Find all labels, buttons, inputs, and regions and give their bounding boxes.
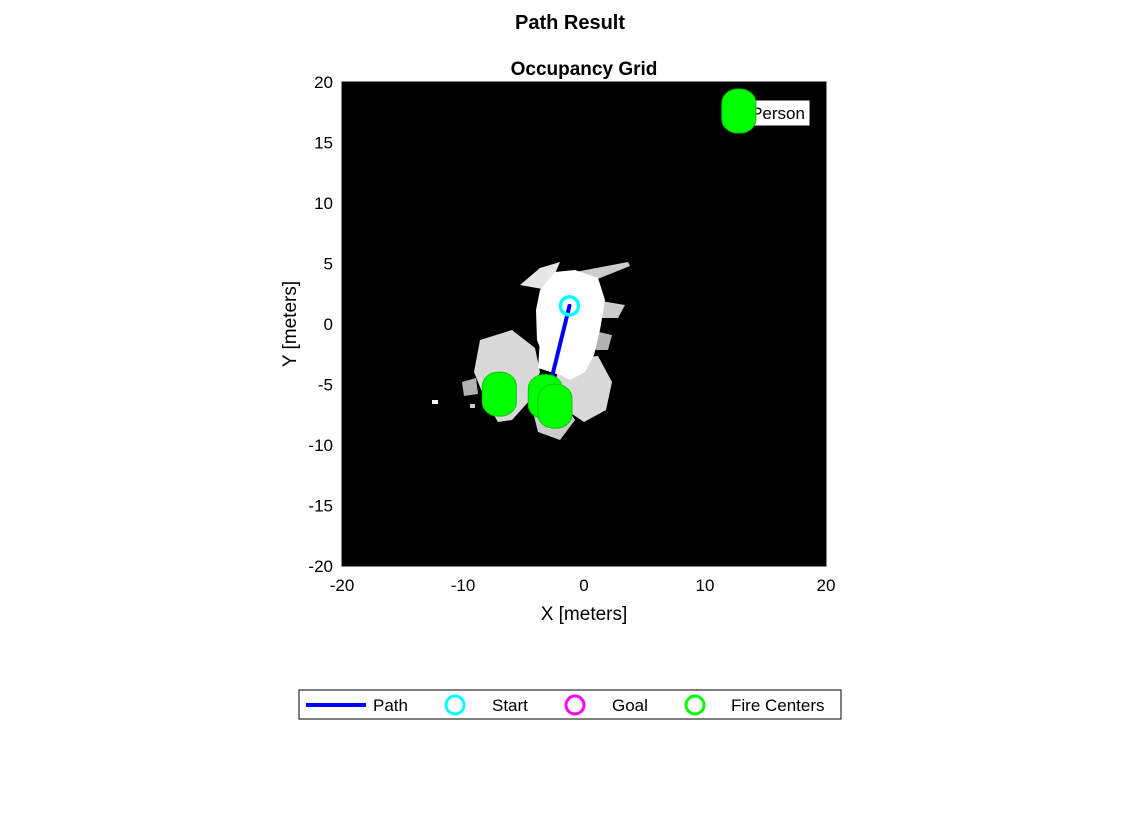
legend-goal-marker bbox=[564, 694, 586, 716]
x-axis-ticks: -20 -10 0 10 20 bbox=[330, 561, 836, 595]
chart-title: Occupancy Grid bbox=[511, 59, 658, 80]
legend-fire-centers-label: Fire Centers bbox=[731, 696, 825, 715]
y-tick-label: -20 bbox=[308, 557, 333, 576]
y-tick-label: 15 bbox=[314, 134, 333, 153]
y-axis-label: Y [meters] bbox=[280, 281, 301, 367]
x-tick-label: 10 bbox=[696, 576, 715, 595]
legend-goal-label: Goal bbox=[612, 696, 648, 715]
figure-title: Path Result bbox=[515, 12, 625, 34]
person-annotation-text: Person bbox=[751, 104, 805, 123]
legend-start-label: Start bbox=[492, 696, 528, 715]
legend: Path Start Goal Fire Centers bbox=[298, 689, 842, 720]
x-tick-label: 0 bbox=[579, 576, 588, 595]
x-tick-label: -10 bbox=[451, 576, 476, 595]
start-marker bbox=[558, 295, 581, 317]
path-line bbox=[548, 303, 572, 387]
fire-center-marker bbox=[481, 371, 517, 417]
fire-center-marker bbox=[721, 88, 757, 134]
fire-center-marker bbox=[537, 383, 573, 429]
y-tick-label: 20 bbox=[314, 73, 333, 92]
y-tick-label: -10 bbox=[308, 436, 333, 455]
legend-start-marker bbox=[444, 694, 466, 716]
y-tick-label: 10 bbox=[314, 194, 333, 213]
legend-fire-centers-marker bbox=[684, 694, 706, 716]
fire-centers-layer bbox=[481, 88, 757, 429]
y-axis-ticks: -20 -15 -10 -5 0 5 10 15 20 bbox=[308, 73, 347, 576]
legend-path-label: Path bbox=[373, 696, 408, 715]
y-tick-label: -5 bbox=[318, 376, 333, 395]
y-tick-label: 0 bbox=[324, 315, 333, 334]
y-tick-label: 5 bbox=[324, 255, 333, 274]
x-tick-label: -20 bbox=[330, 576, 355, 595]
x-axis-label: X [meters] bbox=[541, 604, 628, 625]
y-tick-label: -15 bbox=[308, 497, 333, 516]
x-tick-label: 20 bbox=[817, 576, 836, 595]
